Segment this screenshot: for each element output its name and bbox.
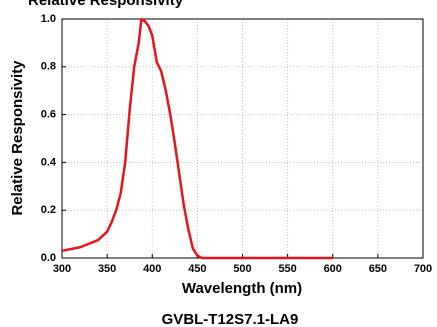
y-tick-label: 0.4: [41, 156, 57, 168]
x-tick-label: 500: [233, 263, 251, 275]
x-tick-label: 350: [98, 263, 116, 275]
caption: GVBL-T12S7.1-LA9: [162, 311, 299, 327]
x-tick-label: 300: [53, 263, 71, 275]
y-tick-label: 0.8: [41, 61, 56, 73]
plot-frame: [61, 18, 424, 259]
x-tick-label: 600: [324, 263, 342, 275]
x-tick-label: 650: [369, 263, 387, 275]
y-tick-label: 0.0: [41, 252, 56, 264]
chart-title: Relative Responsivity: [28, 0, 184, 9]
x-tick-label: 700: [414, 263, 432, 275]
x-tick-label: 550: [278, 263, 296, 275]
x-tick-label: 450: [188, 263, 206, 275]
y-tick-label: 0.6: [41, 109, 56, 121]
y-axis-label: Relative Responsivity: [9, 60, 26, 216]
y-tick-label: 1.0: [41, 13, 56, 25]
x-axis-label: Wavelength (nm): [182, 280, 302, 297]
y-tick-label: 0.2: [41, 204, 56, 216]
x-tick-label: 400: [143, 263, 161, 275]
line-series: [61, 17, 333, 260]
